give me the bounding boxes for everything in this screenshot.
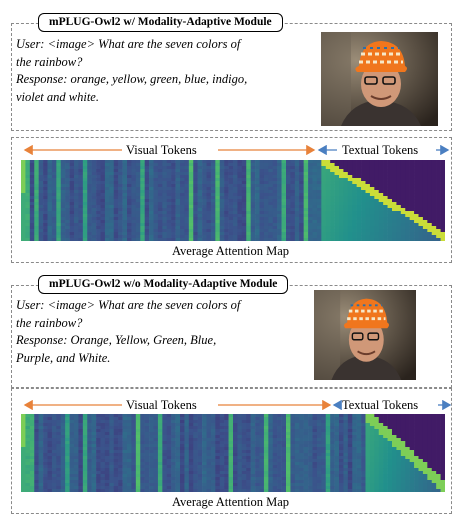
bottom-user-line-2: the rainbow? bbox=[16, 315, 83, 330]
top-panel-title: mPLUG-Owl2 w/ Modality-Adaptive Module bbox=[38, 13, 283, 32]
top-response-line: Response: orange, yellow, green, blue, i… bbox=[16, 72, 248, 86]
top-attention-frame bbox=[11, 137, 452, 263]
bottom-response-line: Response: Orange, Yellow, Green, Blue, bbox=[16, 333, 217, 347]
bottom-heatmap-caption: Average Attention Map bbox=[171, 495, 290, 509]
bottom-response-line-2: Purple, and White. bbox=[16, 350, 111, 365]
top-photo bbox=[321, 32, 438, 126]
bottom-user-line: User: <image> What are the seven colors … bbox=[16, 298, 241, 312]
top-heatmap-caption: Average Attention Map bbox=[171, 244, 290, 258]
bottom-token-arrows bbox=[23, 399, 452, 411]
top-user-line-2: the rainbow? bbox=[16, 54, 83, 69]
bottom-panel-title: mPLUG-Owl2 w/o Modality-Adaptive Module bbox=[38, 275, 289, 294]
bottom-visual-tokens-label: Visual Tokens bbox=[126, 398, 197, 412]
top-token-arrows bbox=[23, 144, 450, 156]
bottom-attention-frame bbox=[11, 388, 452, 514]
top-dialog: User: <image> What are the seven colors … bbox=[16, 36, 247, 106]
bottom-photo bbox=[314, 290, 416, 380]
top-attention-heatmap bbox=[21, 160, 445, 241]
top-user-line: User: <image> What are the seven colors … bbox=[16, 37, 241, 51]
top-textual-tokens-label: Textual Tokens bbox=[342, 143, 419, 157]
bottom-attention-heatmap bbox=[21, 414, 445, 492]
top-visual-tokens-label: Visual Tokens bbox=[126, 143, 197, 157]
top-response-line-2: violet and white. bbox=[16, 89, 99, 104]
bottom-dialog: User: <image> What are the seven colors … bbox=[16, 297, 240, 367]
bottom-textual-tokens-label: Textual Tokens bbox=[342, 398, 419, 412]
